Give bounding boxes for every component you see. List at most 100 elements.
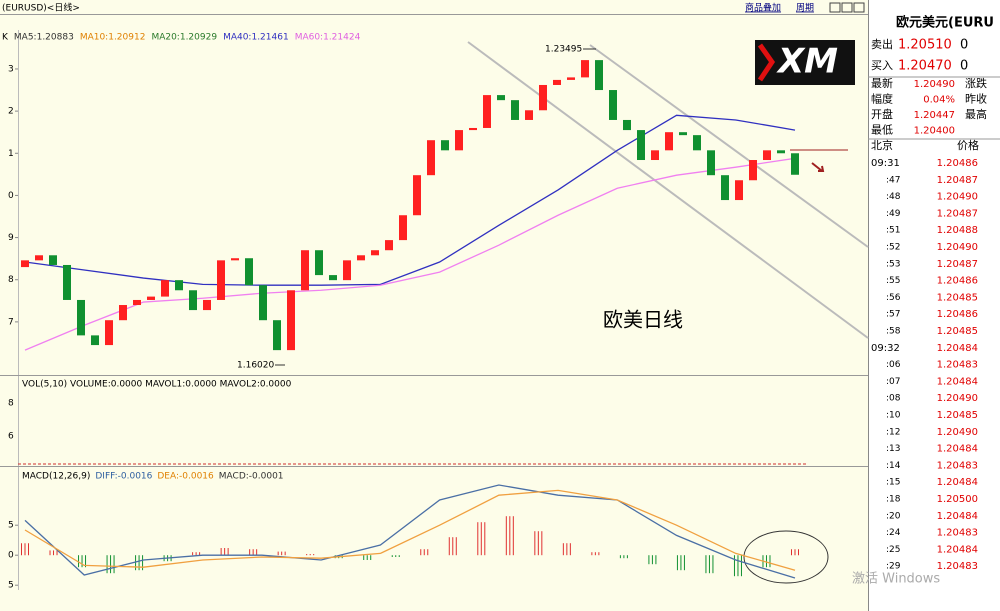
candle bbox=[679, 132, 687, 136]
tick-time: :29 bbox=[886, 562, 901, 572]
tick-price: 1.20485 bbox=[937, 410, 978, 421]
stat-value: 1.20490 bbox=[914, 79, 955, 90]
candle bbox=[735, 180, 743, 201]
candle bbox=[287, 290, 295, 351]
candle bbox=[21, 260, 29, 268]
tick-price: 1.20484 bbox=[937, 544, 978, 555]
volume-axis-label: 6 bbox=[8, 432, 14, 442]
macd-legend: DEA:-0.0016 bbox=[157, 472, 214, 482]
logo-mark bbox=[757, 43, 776, 82]
stat-label: 开盘 bbox=[871, 107, 893, 121]
candle bbox=[777, 150, 785, 154]
tick-time: :20 bbox=[886, 511, 901, 521]
toolbar-icon[interactable] bbox=[853, 2, 865, 13]
toolbar-title: (EURUSD)<日线> bbox=[2, 2, 80, 14]
tick-time: :24 bbox=[886, 528, 901, 538]
overlay-button[interactable]: 商品叠加 bbox=[745, 2, 781, 14]
candle bbox=[553, 79, 561, 85]
tick-time: :56 bbox=[886, 293, 901, 303]
tick-price: 1.20486 bbox=[937, 309, 978, 320]
candle bbox=[497, 95, 505, 101]
y-tick-label: 1 bbox=[8, 149, 14, 159]
candle bbox=[637, 130, 645, 161]
toolbar-icon[interactable] bbox=[841, 2, 853, 13]
candle bbox=[343, 260, 351, 281]
quote-title: 欧元美元(EURU bbox=[896, 15, 994, 31]
stat-label: 最高 bbox=[965, 107, 987, 121]
tick-time: :47 bbox=[886, 175, 900, 185]
y-tick-label: 2 bbox=[8, 107, 14, 117]
tick-time: :10 bbox=[886, 411, 901, 421]
ma-legend: MA60:1.21424 bbox=[295, 33, 361, 43]
stat-label: 昨收 bbox=[965, 92, 987, 106]
macd-tick-label: 0 bbox=[8, 551, 14, 561]
tick-price: 1.20486 bbox=[937, 158, 978, 169]
y-tick-label: 9 bbox=[8, 233, 14, 243]
tick-time: :08 bbox=[886, 394, 901, 404]
buy-price: 1.20470 bbox=[898, 59, 952, 74]
candle bbox=[539, 84, 547, 111]
stat-value: 1.20447 bbox=[914, 110, 955, 121]
arrow bbox=[811, 162, 825, 172]
stat-value: 0.04% bbox=[923, 95, 955, 106]
buy-size: 0 bbox=[960, 59, 968, 74]
candle bbox=[147, 296, 155, 300]
chart-background bbox=[0, 0, 868, 611]
highlight-ellipse bbox=[743, 530, 829, 584]
tick-time: :49 bbox=[886, 209, 901, 219]
candle bbox=[217, 260, 225, 300]
quote-background bbox=[868, 0, 1000, 611]
candle bbox=[665, 132, 673, 151]
ma-line bbox=[24, 114, 796, 286]
volume-header: VOL(5,10) VOLUME:0.0000 MAVOL1:0.0000 MA… bbox=[22, 380, 292, 390]
watermark: 激活 Windows bbox=[852, 572, 940, 587]
candle bbox=[455, 130, 463, 151]
tick-time: :12 bbox=[886, 427, 900, 437]
tick-time: 09:31 bbox=[871, 158, 900, 169]
candle bbox=[469, 127, 477, 131]
candle bbox=[651, 150, 659, 161]
tick-time: :55 bbox=[886, 276, 900, 286]
tick-price: 1.20484 bbox=[937, 376, 978, 387]
candle bbox=[371, 250, 379, 256]
candle bbox=[791, 153, 799, 175]
toolbar-icon[interactable] bbox=[829, 2, 841, 13]
tick-time: :58 bbox=[886, 327, 901, 337]
tick-time: :15 bbox=[886, 478, 900, 488]
tick-price: 1.20484 bbox=[937, 511, 978, 522]
candle bbox=[301, 250, 309, 291]
stat-value: 1.20400 bbox=[914, 126, 955, 137]
ticks-header: 北京 bbox=[871, 138, 893, 152]
tick-time: :18 bbox=[886, 495, 901, 505]
candle bbox=[763, 150, 771, 161]
candle bbox=[693, 135, 701, 151]
tick-price: 1.20484 bbox=[937, 444, 978, 455]
tick-price: 1.20487 bbox=[937, 259, 978, 270]
tick-time: :06 bbox=[886, 360, 901, 370]
candle bbox=[77, 299, 85, 336]
macd-legend: MACD:-0.0001 bbox=[219, 472, 284, 482]
tick-time: :52 bbox=[886, 243, 900, 253]
stat-label: 最新 bbox=[871, 76, 893, 90]
ma-legend: MA40:1.21461 bbox=[223, 33, 289, 43]
channel-line bbox=[467, 41, 869, 339]
logo-text: XM bbox=[776, 42, 838, 82]
tick-price: 1.20500 bbox=[937, 494, 978, 505]
tick-price: 1.20485 bbox=[937, 292, 978, 303]
candle bbox=[49, 255, 57, 265]
candle bbox=[189, 290, 197, 311]
candle bbox=[91, 335, 99, 346]
tick-time: 09:32 bbox=[871, 343, 900, 354]
tick-price: 1.20490 bbox=[937, 427, 978, 438]
candle bbox=[273, 320, 281, 351]
period-button[interactable]: 周期 bbox=[796, 3, 814, 14]
ma-legend: MA5:1.20883 bbox=[14, 33, 74, 43]
tick-time: :48 bbox=[886, 192, 901, 202]
candle bbox=[203, 299, 211, 311]
tick-time: :51 bbox=[886, 226, 900, 236]
buy-label: 买入 bbox=[871, 59, 893, 72]
ma-legend: MA10:1.20912 bbox=[80, 33, 146, 43]
candle bbox=[63, 264, 71, 300]
y-tick-label: 8 bbox=[8, 275, 14, 285]
